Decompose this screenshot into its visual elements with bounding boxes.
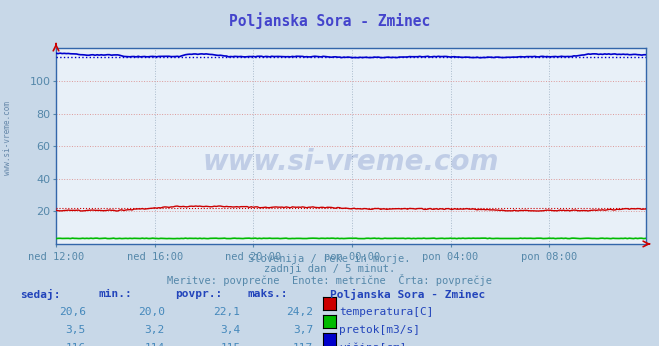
Text: www.si-vreme.com: www.si-vreme.com [3, 101, 13, 175]
Text: 20,6: 20,6 [59, 307, 86, 317]
Text: Meritve: povprečne  Enote: metrične  Črta: povprečje: Meritve: povprečne Enote: metrične Črta:… [167, 274, 492, 286]
Text: višina[cm]: višina[cm] [339, 343, 407, 346]
Text: pretok[m3/s]: pretok[m3/s] [339, 325, 420, 335]
Text: 3,4: 3,4 [220, 325, 241, 335]
Text: Poljanska Sora - Zminec: Poljanska Sora - Zminec [330, 289, 485, 300]
Text: 20,0: 20,0 [138, 307, 165, 317]
Text: 115: 115 [220, 343, 241, 346]
Text: 114: 114 [144, 343, 165, 346]
Text: min.:: min.: [99, 289, 132, 299]
Text: maks.:: maks.: [247, 289, 287, 299]
Text: 117: 117 [293, 343, 313, 346]
Text: www.si-vreme.com: www.si-vreme.com [203, 148, 499, 176]
Text: temperatura[C]: temperatura[C] [339, 307, 434, 317]
Text: sedaj:: sedaj: [20, 289, 60, 300]
Text: 116: 116 [65, 343, 86, 346]
Text: Poljanska Sora - Zminec: Poljanska Sora - Zminec [229, 12, 430, 29]
Text: zadnji dan / 5 minut.: zadnji dan / 5 minut. [264, 264, 395, 274]
Text: 24,2: 24,2 [286, 307, 313, 317]
Text: povpr.:: povpr.: [175, 289, 222, 299]
Text: 3,7: 3,7 [293, 325, 313, 335]
Text: 3,2: 3,2 [144, 325, 165, 335]
Text: Slovenija / reke in morje.: Slovenija / reke in morje. [248, 254, 411, 264]
Text: 22,1: 22,1 [214, 307, 241, 317]
Text: 3,5: 3,5 [65, 325, 86, 335]
